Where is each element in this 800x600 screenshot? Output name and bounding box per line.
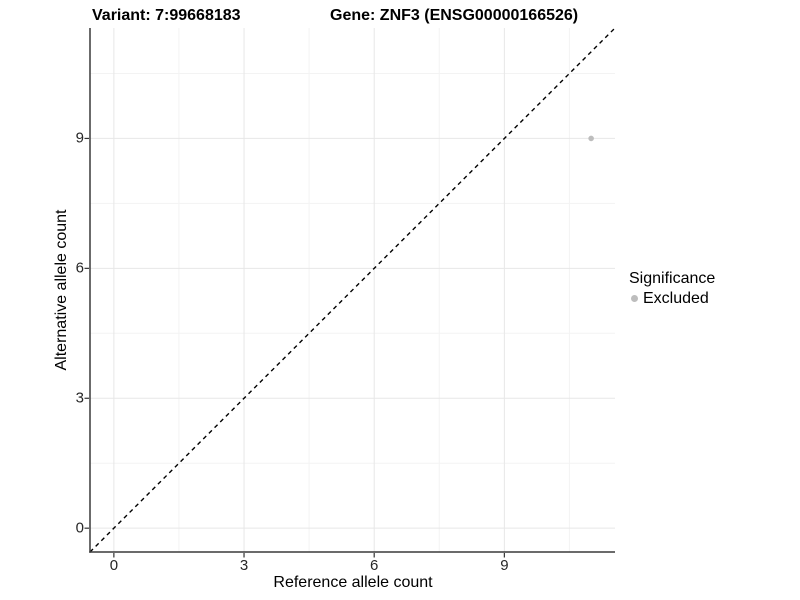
identity-reference-line: [89, 27, 616, 553]
y-axis-tick-label: 6: [75, 259, 84, 277]
x-axis-title: Reference allele count: [273, 574, 433, 591]
x-axis-tick-label: 9: [500, 557, 509, 574]
plot-title-gene: Gene: ZNF3 (ENSG00000166526): [330, 7, 579, 24]
plot-title-variant: Variant: 7:99668183: [92, 7, 241, 24]
legend-title: Significance: [629, 270, 716, 287]
x-axis-tick-label: 3: [239, 557, 249, 574]
x-axis-tick-label: 6: [370, 557, 379, 574]
legend: Significance Excluded: [629, 269, 715, 308]
y-axis-title: Alternative allele count: [53, 209, 70, 371]
legend-key-dot-icon: [631, 295, 638, 302]
y-axis-tick-label: 3: [75, 389, 84, 407]
legend-item-excluded: Excluded: [629, 289, 715, 308]
y-axis-tick-label: 0: [75, 519, 84, 537]
legend-item-label: Excluded: [643, 290, 709, 307]
y-axis-tick-label: 9: [75, 129, 84, 147]
data-point: [588, 135, 594, 142]
x-axis-tick-label: 0: [109, 557, 119, 574]
